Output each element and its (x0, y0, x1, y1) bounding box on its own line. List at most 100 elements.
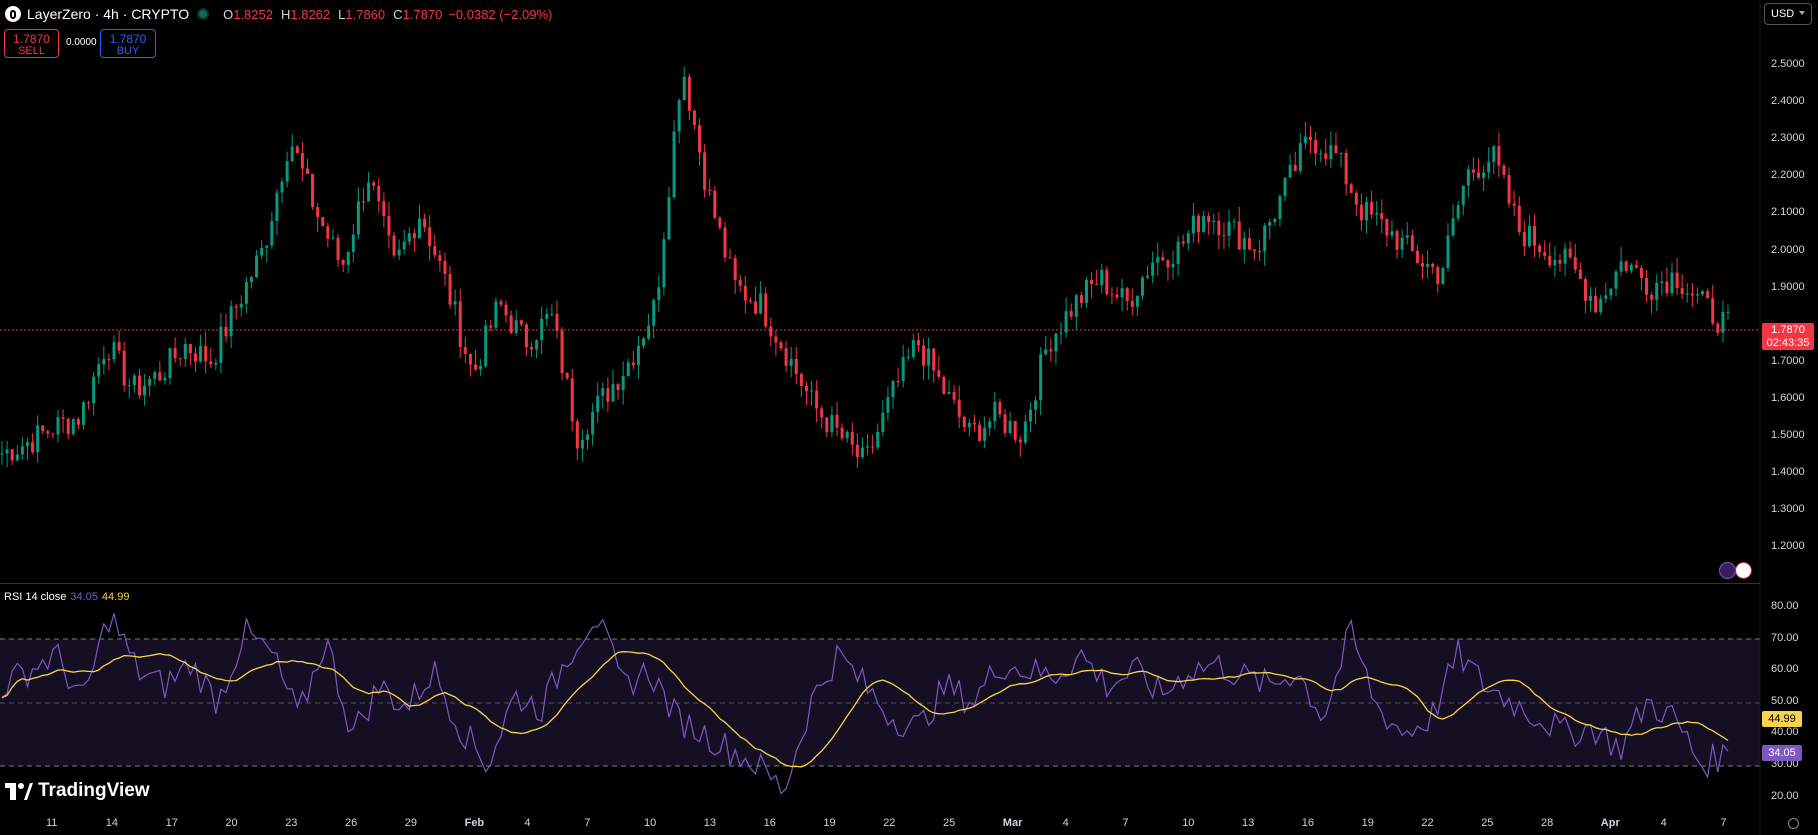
candle-body (1028, 409, 1032, 422)
candle-body (275, 192, 279, 222)
candle-body (1135, 295, 1139, 307)
candle-body (112, 342, 116, 360)
candle-body (932, 348, 936, 371)
candle-body (1660, 281, 1664, 284)
settings-gear-icon[interactable] (1788, 818, 1799, 829)
candle-body (81, 402, 85, 425)
symbol-title[interactable]: LayerZero · 4h · CRYPTO (27, 6, 190, 22)
candle-body (1670, 272, 1674, 294)
sell-button[interactable]: 1.7870 SELL (4, 29, 59, 58)
candle-body (1064, 311, 1068, 333)
rsi-value: 34.05 (70, 591, 98, 603)
candle-body (891, 381, 895, 398)
rsi-axis-label: 40.00 (1771, 726, 1799, 739)
candle-body (1614, 271, 1618, 289)
rsi-ma-line (1, 651, 1729, 768)
candle-body (596, 395, 600, 412)
candle-body (443, 261, 447, 275)
rsi-line (1, 613, 1729, 795)
buy-label: BUY (116, 45, 140, 57)
candle-body (433, 246, 437, 256)
candle-body (1329, 145, 1333, 160)
time-axis-label: 13 (703, 817, 717, 829)
candle-body (733, 258, 737, 280)
candle-body (1237, 221, 1241, 250)
candle-body (1446, 235, 1450, 268)
candle-body (871, 446, 875, 448)
candle-body (1212, 220, 1216, 223)
candle-body (611, 384, 615, 402)
candle-body (1151, 262, 1155, 276)
candle-body (1451, 218, 1455, 236)
candle-body (295, 146, 299, 154)
candle-body (1202, 216, 1206, 233)
candle-body (555, 313, 559, 331)
time-axis-label: 7 (1720, 817, 1727, 829)
candle-body (1583, 279, 1587, 301)
candle-body (911, 340, 915, 357)
candle-body (1258, 251, 1262, 253)
price-axis-label: 1.5000 (1771, 429, 1805, 441)
candle-body (1706, 291, 1710, 299)
candle-body (1522, 231, 1526, 247)
candle-body (1365, 201, 1369, 221)
candle-body (1711, 298, 1715, 324)
candle-body (621, 375, 625, 390)
candle-body (657, 287, 661, 301)
candle-body (183, 344, 187, 359)
candle-body (1039, 354, 1043, 401)
time-axis-label: 26 (345, 817, 358, 829)
us-flag-icon[interactable] (1735, 562, 1752, 579)
candle-body (748, 300, 752, 302)
lightning-icon[interactable] (1719, 562, 1736, 579)
buy-price: 1.7870 (109, 32, 147, 46)
candle-body (209, 361, 213, 365)
time-axis-label: Feb (464, 817, 485, 829)
candle-body (1120, 288, 1124, 298)
rsi-ma-tag: 44.99 (1762, 711, 1802, 727)
candle-body (361, 201, 365, 203)
candle-body (738, 279, 742, 286)
candle-body (458, 301, 462, 348)
candle-body (1721, 312, 1725, 333)
candle-body (66, 418, 70, 434)
candle-body (1074, 295, 1078, 317)
candle-body (1059, 332, 1063, 334)
candle-body (1125, 288, 1129, 302)
time-axis-label: 7 (1122, 817, 1129, 829)
buy-button[interactable]: 1.7870 BUY (100, 29, 156, 58)
candle-body (199, 345, 203, 362)
candle-body (631, 362, 635, 366)
candle-body (1527, 225, 1531, 247)
candle-body (428, 227, 432, 247)
market-status-icon[interactable] (199, 10, 208, 18)
candle-body (1370, 201, 1374, 215)
candle-body (850, 432, 854, 445)
candle-body (346, 251, 350, 265)
price-axis-label: 1.3000 (1771, 503, 1805, 516)
candle-body (204, 345, 208, 362)
pane-separator[interactable] (0, 583, 1760, 584)
candle-body (489, 325, 493, 328)
open-label: O (223, 6, 234, 22)
candle-body (1110, 294, 1114, 296)
candle-body (1263, 225, 1267, 252)
last-price-tag: 1.7870 02:43:35 (1762, 323, 1814, 350)
candle-body (46, 431, 50, 434)
candle-body (1517, 205, 1521, 232)
candle-body (1008, 420, 1012, 433)
candle-body (616, 384, 620, 390)
candle-body (143, 385, 147, 396)
candle-body (1176, 241, 1180, 265)
candle-body (1726, 311, 1730, 313)
candle-body (1140, 277, 1144, 296)
candle-body (1079, 295, 1083, 303)
candle-body (382, 201, 386, 217)
rsi-legend[interactable]: RSI 14 close 34.05 44.99 (4, 591, 129, 603)
candle-body (866, 446, 870, 448)
time-axis-label: 28 (1541, 817, 1554, 829)
candle-body (1191, 215, 1195, 234)
currency-select[interactable]: USD (1764, 3, 1812, 25)
tradingview-logo[interactable]: TradingView (5, 780, 150, 802)
